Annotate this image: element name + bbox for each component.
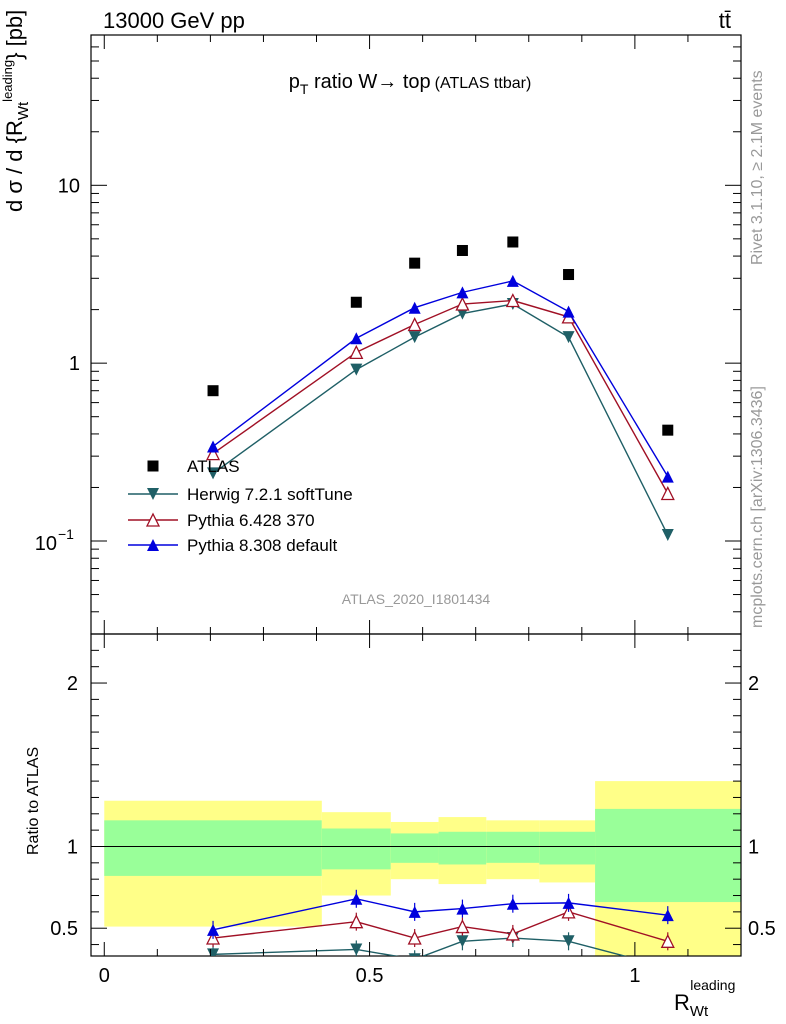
ratio-point-herwig bbox=[408, 953, 421, 956]
main-y-axis-label: d σ / d {RWtleading} [pb] bbox=[0, 10, 32, 212]
point-pythia6 bbox=[407, 317, 422, 332]
ratio-point-pythia8 bbox=[350, 892, 363, 905]
x-axis-label: RWtleading bbox=[674, 977, 735, 1020]
analysis-id-label: ATLAS_2020_I1801434 bbox=[342, 591, 491, 607]
point-herwig bbox=[350, 363, 363, 376]
point-data bbox=[662, 424, 674, 436]
ratio-y-tick-label: 0.5 bbox=[50, 918, 78, 940]
point-pythia8 bbox=[456, 286, 469, 299]
ratio-point-pythia8 bbox=[207, 923, 220, 936]
point-pythia6 bbox=[205, 446, 221, 461]
point-herwig bbox=[562, 331, 575, 344]
point-pythia6 bbox=[660, 486, 675, 501]
point-pythia8 bbox=[350, 332, 363, 345]
series-line-pythia6 bbox=[212, 299, 669, 494]
x-tick-label: 0.5 bbox=[356, 965, 384, 987]
x-tick-label: 0 bbox=[99, 965, 110, 987]
point-pythia8 bbox=[661, 470, 674, 483]
point-pythia6 bbox=[349, 344, 364, 360]
ratio-y-tick-label: 2 bbox=[748, 673, 759, 695]
ratio-point-herwig bbox=[350, 943, 363, 956]
point-pythia8 bbox=[506, 274, 519, 287]
ratio-band-green bbox=[321, 828, 391, 870]
point-pythia6 bbox=[455, 296, 470, 311]
ratio-band-green bbox=[486, 831, 540, 863]
plot-title: pT ratio W→ top (ATLAS ttbar) bbox=[289, 71, 532, 97]
point-herwig bbox=[408, 331, 421, 344]
point-data bbox=[409, 257, 421, 269]
energy-label: 13000 GeV pp bbox=[103, 8, 245, 33]
legend-label-pythia8: Pythia 8.308 default bbox=[187, 536, 338, 555]
ratio-point-pythia8 bbox=[456, 902, 469, 915]
ratio-y-tick-label: 2 bbox=[67, 673, 78, 695]
ratio-point-pythia8 bbox=[408, 905, 421, 918]
ratio-panel: 0.5 0.5 1 1 2 2 bbox=[50, 633, 776, 973]
ratio-y-axis-label: Ratio to ATLAS bbox=[25, 747, 42, 855]
legend-marker-herwig bbox=[147, 488, 159, 500]
point-herwig bbox=[207, 467, 220, 480]
legend-marker-pythia8 bbox=[147, 539, 159, 551]
legend-label-data: ATLAS bbox=[187, 457, 240, 476]
ratio-point-pythia8 bbox=[661, 909, 674, 922]
ratio-point-herwig bbox=[456, 935, 469, 948]
series-line-pythia8 bbox=[212, 280, 669, 478]
x-tick-label: 1 bbox=[629, 965, 640, 987]
process-label: tt̄ bbox=[719, 8, 731, 33]
ratio-y-tick-label: 0.5 bbox=[748, 918, 776, 940]
legend: ATLAS Herwig 7.2.1 softTune Pythia 6.428 3… bbox=[128, 457, 353, 555]
legend-marker-data bbox=[147, 460, 159, 472]
y-tick-exponent: −1 bbox=[58, 526, 74, 542]
y-tick-label: 1 bbox=[69, 353, 80, 375]
ratio-band-green bbox=[104, 820, 322, 876]
rivet-version-label: Rivet 3.1.10, ≥ 2.1M events bbox=[749, 70, 766, 265]
point-data bbox=[207, 385, 219, 397]
y-tick-label: 10 bbox=[35, 533, 57, 555]
ratio-band-green bbox=[438, 831, 487, 865]
ratio-y-tick-label: 1 bbox=[748, 836, 759, 858]
legend-label-herwig: Herwig 7.2.1 softTune bbox=[187, 485, 353, 504]
point-herwig bbox=[661, 529, 674, 542]
point-pythia8 bbox=[562, 305, 575, 318]
ratio-band-green bbox=[539, 831, 596, 865]
point-data bbox=[456, 244, 468, 256]
point-pythia8 bbox=[408, 301, 421, 314]
legend-marker-pythia6 bbox=[145, 512, 161, 527]
ratio-y-tick-label: 1 bbox=[67, 836, 78, 858]
ratio-band-green bbox=[390, 833, 439, 863]
ratio-point-pythia6 bbox=[349, 914, 364, 929]
mcplots-label: mcplots.cern.ch [arXiv:1306.3436] bbox=[749, 386, 766, 628]
point-data bbox=[350, 296, 362, 308]
ratio-point-pythia6 bbox=[505, 926, 520, 941]
ratio-point-pythia8 bbox=[506, 897, 519, 910]
legend-label-pythia6: Pythia 6.428 370 bbox=[187, 511, 315, 530]
point-data bbox=[563, 269, 575, 281]
y-tick-label: 10 bbox=[58, 175, 80, 197]
ratio-point-herwig bbox=[662, 961, 674, 973]
ratio-point-pythia6 bbox=[407, 930, 422, 945]
ratio-point-pythia6 bbox=[455, 919, 470, 934]
ratio-point-pythia8 bbox=[562, 896, 575, 909]
ratio-point-pythia6 bbox=[660, 933, 675, 948]
point-pythia8 bbox=[207, 440, 220, 453]
point-pythia6 bbox=[505, 293, 520, 308]
point-data bbox=[507, 236, 519, 248]
ratio-band-green bbox=[595, 808, 741, 903]
ratio-point-herwig bbox=[562, 935, 575, 948]
